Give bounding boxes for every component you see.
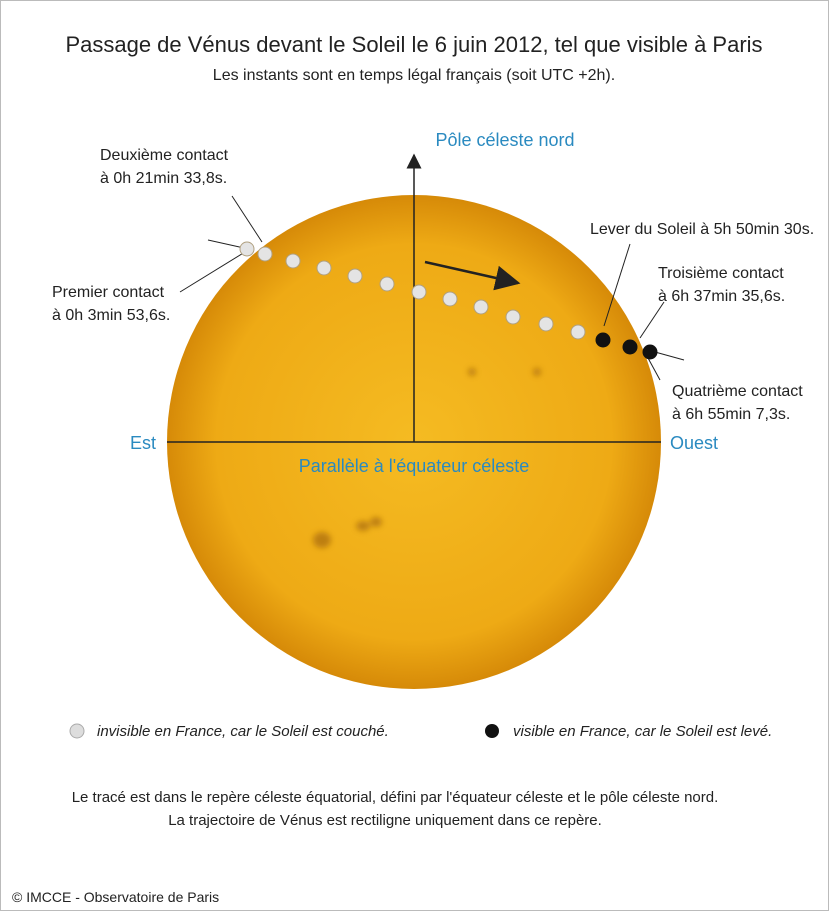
equator-label: Parallèle à l'équateur céleste xyxy=(299,456,530,476)
venus-grey xyxy=(442,291,458,307)
legend-invisible: invisible en France, car le Soleil est c… xyxy=(97,723,389,740)
subtitle: Les instants sont en temps légal françai… xyxy=(213,67,615,84)
venus-grey xyxy=(505,309,521,325)
west-label: Ouest xyxy=(670,433,718,453)
venus-grey xyxy=(257,246,273,262)
venus-black xyxy=(642,344,658,360)
annotation: à 0h 3min 53,6s. xyxy=(52,307,170,324)
annotation: à 0h 21min 33,8s. xyxy=(100,170,227,187)
sunspots xyxy=(313,368,541,548)
venus-black xyxy=(595,332,611,348)
east-label: Est xyxy=(130,433,156,453)
annotation: à 6h 37min 35,6s. xyxy=(658,288,785,305)
venus-grey xyxy=(347,268,363,284)
legend-black-dot xyxy=(485,724,499,738)
leader-lines xyxy=(179,195,685,381)
venus-grey xyxy=(285,253,301,269)
venus-grey xyxy=(473,299,489,315)
venus-grey xyxy=(411,284,427,300)
note: Le tracé est dans le repère céleste équa… xyxy=(72,789,719,806)
north-label: Pôle céleste nord xyxy=(435,130,574,150)
venus-grey xyxy=(239,241,255,257)
annotations: Deuxième contact à 0h 21min 33,8s. Premier… xyxy=(52,147,814,423)
title: Passage de Vénus devant le Soleil le 6 j… xyxy=(65,32,762,57)
annotation: à 6h 55min 7,3s. xyxy=(672,406,790,423)
venus-grey xyxy=(538,316,554,332)
venus-path xyxy=(239,241,658,360)
venus-black xyxy=(622,339,638,355)
legend-grey-dot xyxy=(69,723,85,739)
copyright: © IMCCE - Observatoire de Paris xyxy=(12,889,219,905)
venus-grey xyxy=(316,260,332,276)
annotation: Lever du Soleil à 5h 50min 30s. xyxy=(590,221,814,238)
annotation: Deuxième contact xyxy=(100,147,229,164)
annotation: Quatrième contact xyxy=(672,383,803,400)
annotation: Premier contact xyxy=(52,284,165,301)
direction-arrow xyxy=(424,260,521,291)
annotation: Troisième contact xyxy=(658,265,784,282)
note: La trajectoire de Vénus est rectiligne u… xyxy=(168,812,602,829)
legend-visible: visible en France, car le Soleil est lev… xyxy=(513,723,772,740)
venus-grey xyxy=(379,276,395,292)
venus-grey xyxy=(570,324,586,340)
